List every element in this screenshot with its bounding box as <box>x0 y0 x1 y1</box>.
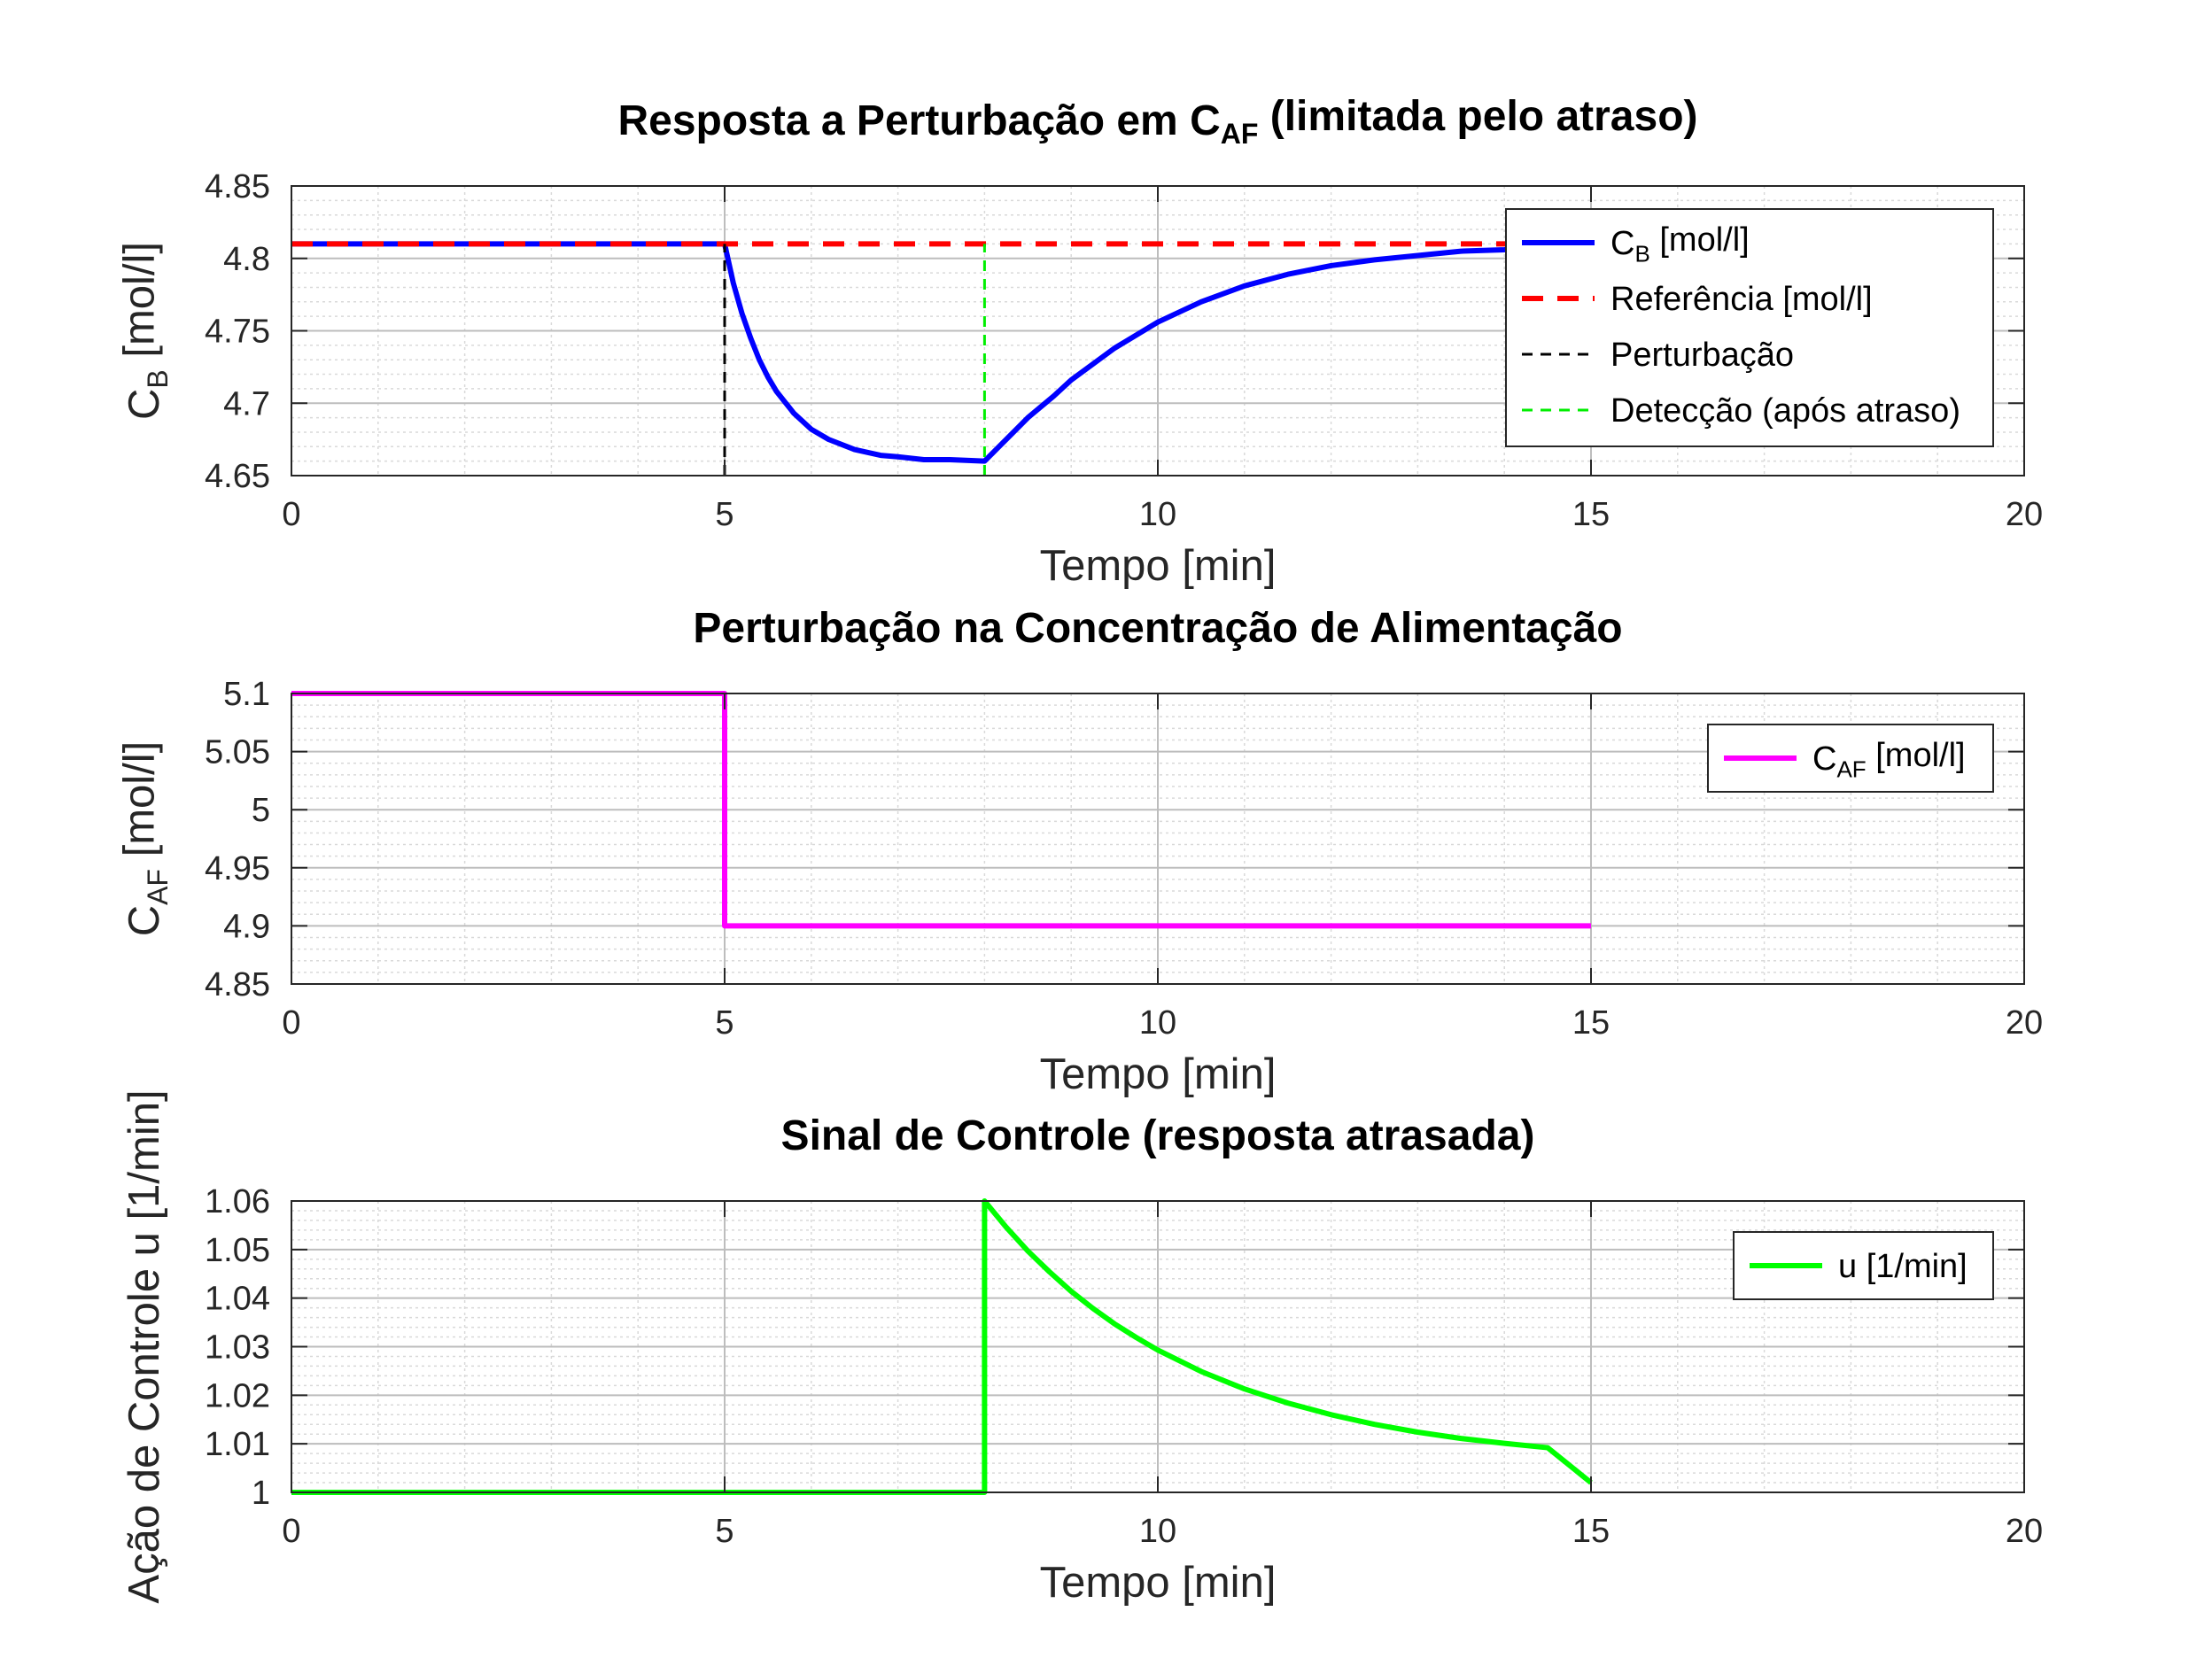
y-axis-label: CB [mol/l] <box>116 242 175 420</box>
legend-box <box>1505 208 1994 447</box>
y-axis-label: Ação de Controle u [1/min] <box>120 1089 168 1603</box>
y-tick-label: 1.02 <box>205 1377 270 1414</box>
y-tick-label: 4.85 <box>205 966 270 1003</box>
y-tick-label: 1.01 <box>205 1426 270 1463</box>
x-tick-label: 15 <box>1572 496 1610 533</box>
legend-entry-label: CAF [mol/l] <box>1812 737 1966 782</box>
series-line-cb <box>291 241 1592 464</box>
legend-entry-label: CB [mol/l] <box>1610 221 1750 267</box>
chart-panel-2: 0 5 10 15 20 4.85 4.9 4.95 5 5.05 5.1 Perturbação n… <box>116 605 2044 1098</box>
legend: CAF [mol/l] <box>1707 724 1994 793</box>
x-tick-label: 20 <box>2006 1004 2043 1042</box>
x-axis-label: Tempo [min] <box>1040 1559 1277 1607</box>
y-tick-label: 4.75 <box>205 314 270 351</box>
y-tick-label: 4.85 <box>205 168 270 205</box>
x-tick-label: 15 <box>1572 1004 1610 1042</box>
x-tick-label: 5 <box>715 496 733 533</box>
chart-title: Sinal de Controle (resposta atrasada) <box>781 1112 1535 1159</box>
x-tick-label: 0 <box>282 1513 300 1550</box>
x-tick-label: 10 <box>1139 1513 1176 1550</box>
series-group <box>291 241 1592 476</box>
series-line-u <box>291 1198 1593 1495</box>
x-tick-label: 5 <box>715 1513 733 1550</box>
y-tick-label: 4.95 <box>205 850 270 887</box>
x-tick-label: 5 <box>715 1004 733 1042</box>
y-tick-label: 4.8 <box>223 241 270 278</box>
y-tick-label: 4.65 <box>205 458 270 495</box>
ticks: 0 5 10 15 20 4.65 4.7 4.75 4.8 4.85 <box>205 168 2043 533</box>
legend: u [1/min] <box>1733 1231 1994 1300</box>
legend-entry-label: u [1/min] <box>1838 1248 1968 1285</box>
legend-entry-label: Detecção (após atraso) <box>1610 392 1960 430</box>
x-tick-label: 20 <box>2006 1513 2043 1550</box>
legend-entry-label: Perturbação <box>1610 337 1794 374</box>
x-tick-label: 20 <box>2006 496 2043 533</box>
y-tick-label: 5 <box>252 792 270 829</box>
chart-title: Perturbação na Concentração de Alimentaç… <box>693 605 1622 652</box>
chart-panel-1: 0 5 10 15 20 4.65 4.7 4.75 4.8 4.85 Resposta a Per… <box>116 93 2044 590</box>
series-group <box>291 1198 1593 1495</box>
y-tick-label: 4.7 <box>223 385 270 422</box>
x-tick-label: 10 <box>1139 496 1176 533</box>
chart-title: Resposta a Perturbação em CAF (limitada … <box>617 93 1697 150</box>
x-axis-label: Tempo [min] <box>1040 542 1277 590</box>
y-tick-label: 1.05 <box>205 1232 270 1269</box>
y-axis-label: CAF [mol/l] <box>116 741 175 937</box>
x-axis-label: Tempo [min] <box>1040 1050 1277 1098</box>
x-tick-label: 0 <box>282 496 300 533</box>
y-tick-label: 1.03 <box>205 1329 270 1367</box>
y-tick-label: 5.1 <box>223 676 270 713</box>
x-tick-label: 10 <box>1139 1004 1176 1042</box>
x-tick-label: 15 <box>1572 1513 1610 1550</box>
y-tick-label: 5.05 <box>205 734 270 771</box>
ticks: 0 5 10 15 20 4.85 4.9 4.95 5 5.05 5.1 <box>205 676 2043 1042</box>
y-tick-label: 1.06 <box>205 1183 270 1220</box>
y-tick-label: 1.04 <box>205 1281 270 1318</box>
y-tick-label: 4.9 <box>223 908 270 945</box>
legend-entry-label: Referência [mol/l] <box>1610 281 1873 318</box>
ticks: 0 5 10 15 20 1 1.01 1.02 1.03 1.04 1.05 1.06 <box>205 1183 2043 1550</box>
legend: CB [mol/l] Referência [mol/l] Perturbação D… <box>1505 208 1994 447</box>
x-tick-label: 0 <box>282 1004 300 1042</box>
chart-panel-3: 0 5 10 15 20 1 1.01 1.02 1.03 1.04 1.05 1.06 Sinal d… <box>120 1089 2043 1607</box>
y-tick-label: 1 <box>252 1475 270 1512</box>
